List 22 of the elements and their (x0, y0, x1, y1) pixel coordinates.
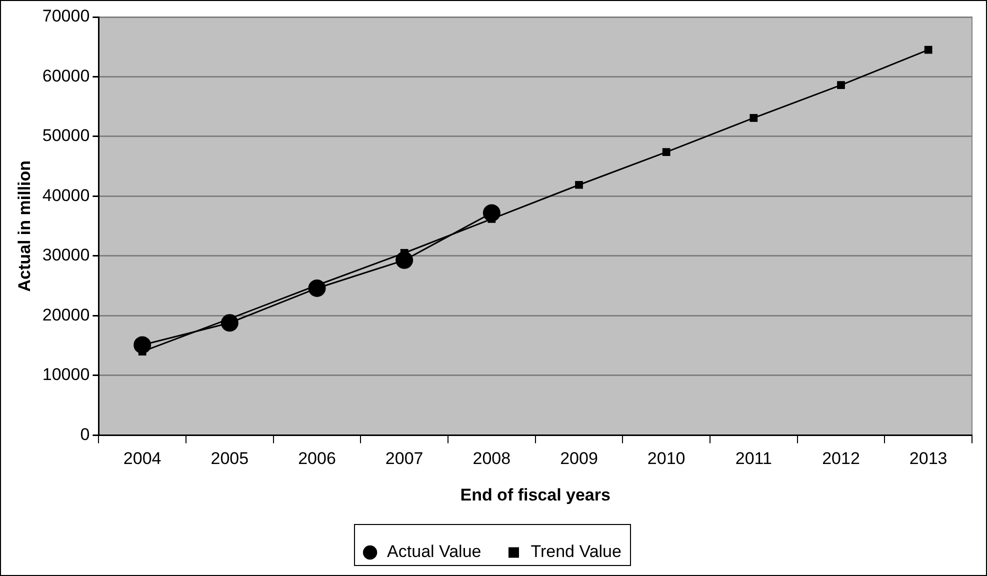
y-tick-label: 10000 (42, 365, 90, 384)
y-tick-label: 60000 (42, 66, 90, 86)
x-tick-label: 2007 (385, 449, 424, 468)
x-tick-label: 2013 (909, 449, 948, 468)
y-tick-label: 70000 (42, 6, 90, 26)
x-tick-label: 2012 (822, 449, 860, 468)
x-tick-label: 2010 (647, 449, 686, 468)
y-tick-label: 40000 (42, 186, 90, 205)
legend-label: Actual Value (387, 542, 482, 562)
x-tick-label: 2006 (298, 449, 336, 468)
y-axis-title: Actual in million (14, 160, 34, 292)
x-tick-label: 2009 (560, 449, 598, 468)
x-axis-title: End of fiscal years (460, 485, 610, 504)
legend-label: Trend Value (530, 542, 622, 562)
y-tick-label: 30000 (42, 246, 90, 265)
y-tick-label: 0 (80, 424, 90, 444)
y-tick-label: 50000 (42, 126, 90, 146)
x-tick-label: 2008 (472, 449, 511, 468)
x-tick-label: 2011 (735, 449, 772, 468)
x-tick-label: 2004 (123, 449, 162, 468)
y-tick-label: 20000 (42, 305, 90, 324)
x-tick-label: 2005 (210, 449, 249, 468)
